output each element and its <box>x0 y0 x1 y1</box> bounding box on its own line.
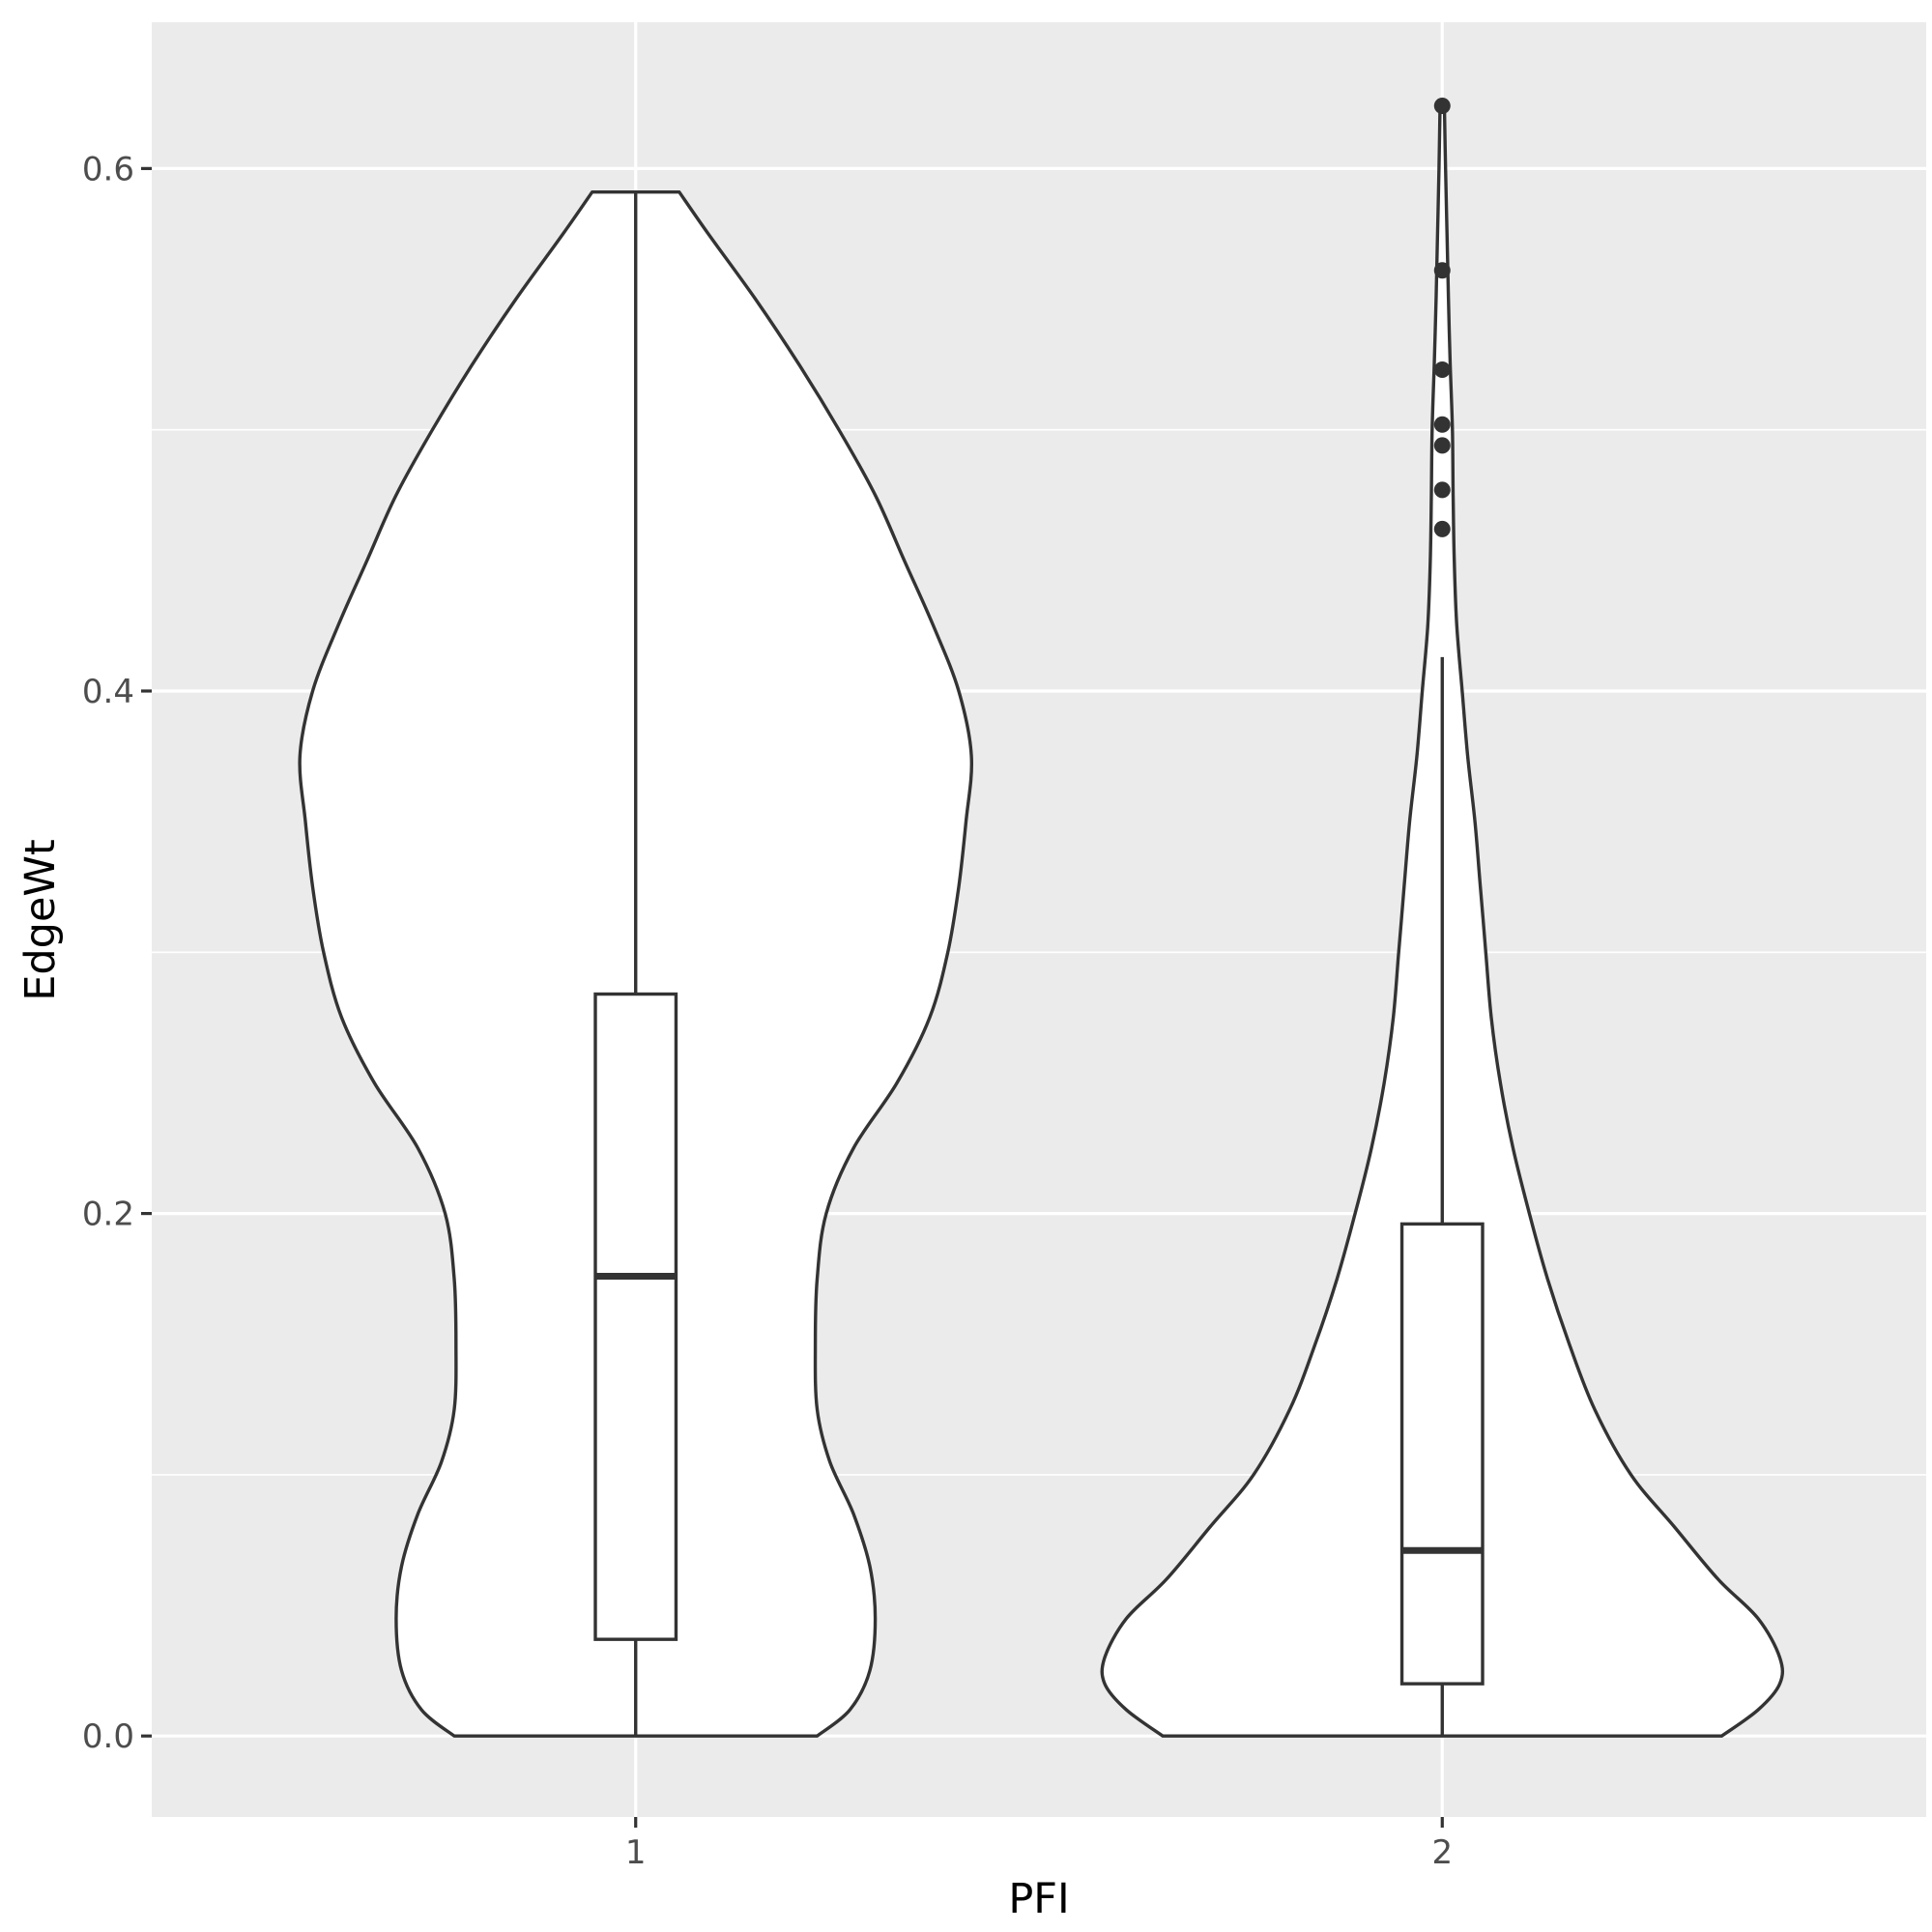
y-tick-label: 0.0 <box>82 1717 134 1756</box>
outlier-point <box>1433 520 1451 537</box>
outlier-point <box>1433 361 1451 379</box>
y-tick-label: 0.4 <box>82 673 134 711</box>
y-tick-label: 0.6 <box>82 150 134 188</box>
y-axis: 0.0 0.2 0.4 0.6 <box>82 150 152 1756</box>
outlier-point <box>1433 97 1451 114</box>
y-axis-title: EdgeWt <box>16 839 65 1001</box>
outlier-point <box>1433 262 1451 279</box>
box-2 <box>1399 1222 1485 1686</box>
outlier-point <box>1433 481 1451 499</box>
y-tick-label: 0.2 <box>82 1196 134 1234</box>
violins <box>298 97 1785 1738</box>
x-tick-label: 1 <box>625 1833 647 1872</box>
x-tick-label: 2 <box>1431 1833 1453 1872</box>
x-axis-title: PFI <box>1008 1875 1069 1923</box>
outlier-point <box>1433 437 1451 454</box>
outlier-point <box>1433 416 1451 433</box>
box-1 <box>593 992 678 1641</box>
